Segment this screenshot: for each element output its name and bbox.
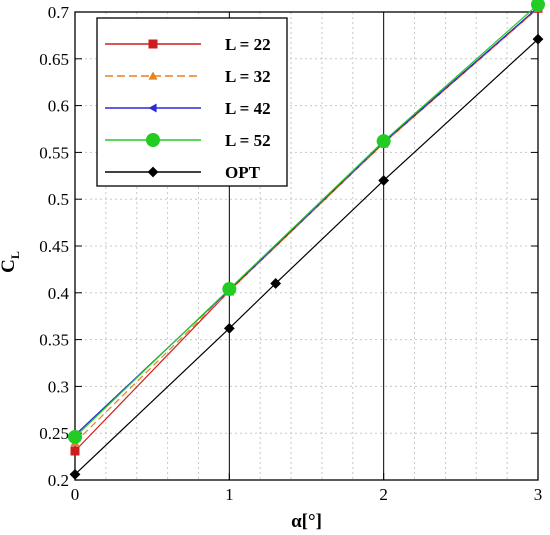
x-tick-label: 2 [379, 485, 388, 504]
legend: L = 22 L = 32 L = 42 L = 52 OPT [96, 17, 288, 187]
y-axis-label-subscript: L [8, 251, 22, 259]
legend-marker [146, 133, 160, 147]
data-point [270, 278, 282, 289]
x-tick-label: 3 [534, 485, 543, 504]
legend-entry: L = 22 [105, 35, 271, 54]
series-line [74, 4, 539, 438]
series-line [74, 7, 539, 443]
legend-label: OPT [225, 163, 261, 182]
data-point [70, 446, 80, 456]
legend-label: L = 42 [225, 99, 271, 118]
y-tick-label: 0.2 [48, 471, 69, 490]
legend-label: L = 22 [225, 35, 271, 54]
legend-entry: L = 42 [105, 99, 271, 118]
y-tick-label: 0.7 [48, 3, 70, 22]
legend-label: L = 32 [225, 67, 271, 86]
legend-label: L = 52 [225, 131, 271, 150]
x-tick-label: 1 [225, 485, 234, 504]
data-point [68, 429, 82, 444]
y-tick-label: 0.35 [39, 331, 69, 350]
data-point [378, 175, 390, 186]
x-axis-label: α[°] [291, 511, 322, 532]
legend-marker [148, 39, 158, 49]
series-4 [68, 0, 545, 444]
y-tick-label: 0.55 [39, 143, 69, 162]
legend-box [96, 17, 288, 187]
legend-entry: L = 52 [105, 131, 271, 150]
data-point [532, 33, 544, 45]
y-tick-label: 0.6 [48, 97, 69, 116]
data-point [222, 282, 237, 297]
series-5 [69, 33, 544, 480]
legend-marker [148, 103, 157, 113]
y-tick-label: 0.65 [39, 50, 69, 69]
legend-entry: OPT [105, 163, 261, 182]
y-axis-label: CL [0, 251, 22, 273]
y-tick-label: 0.25 [39, 424, 69, 443]
data-point [223, 322, 235, 334]
legend-entry: L = 32 [105, 67, 271, 86]
y-tick-label: 0.4 [48, 284, 70, 303]
x-tick-label: 0 [71, 485, 80, 504]
data-point [376, 134, 391, 149]
y-tick-label: 0.5 [48, 190, 69, 209]
data-point [69, 468, 81, 480]
y-tick-label: 0.3 [48, 377, 69, 396]
legend-marker [148, 71, 158, 80]
data-point [531, 0, 545, 12]
y-tick-label: 0.45 [39, 237, 69, 256]
legend-marker [147, 166, 159, 178]
